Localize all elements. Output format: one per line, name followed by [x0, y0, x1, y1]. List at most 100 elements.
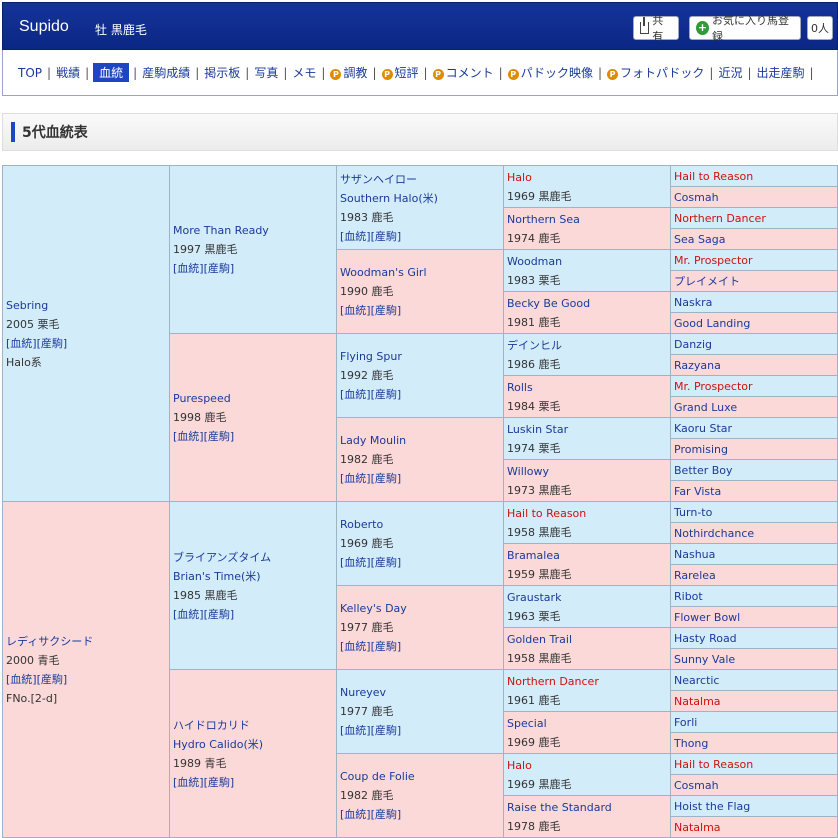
horse-name-link[interactable]: Danzig [674, 337, 712, 351]
horse-name-link[interactable]: Luskin Star [507, 422, 569, 436]
horse-name-link[interactable]: Flying Spur [340, 350, 402, 363]
horse-name-link[interactable]: レディサクシード [6, 634, 94, 648]
horse-name-link[interactable]: Golden Trail [507, 632, 573, 646]
bloodline-link[interactable]: [血統] [340, 229, 371, 243]
horse-name-link[interactable]: Rarelea [674, 568, 716, 582]
nav-item[interactable]: P 短評 [381, 64, 420, 81]
horse-name-link[interactable]: Lady Moulin [340, 434, 407, 447]
horse-name-link[interactable]: Hail to Reason [674, 169, 754, 183]
horse-name-link[interactable]: Coup de Folie [340, 770, 415, 783]
nav-item[interactable]: 血統 [93, 63, 130, 82]
horse-name-link[interactable]: Nureyev [340, 686, 387, 699]
horse-name-link[interactable]: ハイドロカリド [173, 718, 250, 732]
horse-name-link[interactable]: Northern Sea [507, 212, 580, 226]
offspring-link[interactable]: [産駒] [370, 724, 402, 737]
horse-name-link[interactable]: Forli [674, 715, 698, 729]
nav-item[interactable]: P パドック映像 [507, 64, 594, 81]
horse-name-link[interactable]: Cosmah [674, 778, 719, 792]
horse-name-link[interactable]: Razyana [674, 358, 721, 372]
offspring-link[interactable]: [産駒] [370, 640, 402, 653]
horse-name-link[interactable]: Thong [674, 736, 709, 750]
bloodline-link[interactable]: [血統] [340, 556, 371, 569]
offspring-link[interactable]: [産駒] [36, 336, 68, 350]
bloodline-link[interactable]: [血統] [173, 262, 204, 275]
horse-name-link[interactable]: Kelley's Day [340, 602, 407, 615]
offspring-link[interactable]: [産駒] [203, 775, 235, 789]
offspring-link[interactable]: [産駒] [203, 262, 235, 275]
horse-name-link[interactable]: Halo [507, 170, 532, 184]
nav-item[interactable]: P コメント [432, 64, 495, 81]
bloodline-link[interactable]: [血統] [6, 672, 37, 686]
bloodline-link[interactable]: [血統] [173, 775, 204, 789]
nav-item[interactable]: P フォトパドック [606, 64, 705, 81]
nav-item[interactable]: 戦績 [55, 64, 81, 81]
horse-name-link[interactable]: Becky Be Good [507, 296, 591, 310]
horse-name-link[interactable]: Bramalea [507, 548, 560, 562]
horse-name-link[interactable]: Grand Luxe [674, 400, 738, 414]
horse-name-link[interactable]: Woodman [507, 254, 563, 268]
horse-name-link[interactable]: Halo [507, 758, 532, 772]
nav-item[interactable]: メモ [291, 64, 317, 81]
horse-name-link[interactable]: Northern Dancer [507, 674, 599, 688]
horse-name-link[interactable]: Mr. Prospector [674, 379, 753, 393]
horse-name-link[interactable]: Good Landing [674, 316, 751, 330]
bloodline-link[interactable]: [血統] [340, 388, 371, 401]
nav-item[interactable]: 掲示板 [203, 64, 241, 81]
horse-name-link[interactable]: Roberto [340, 518, 384, 531]
bloodline-link[interactable]: [血統] [173, 607, 204, 621]
favorite-register-button[interactable]: + お気に入り馬登録 [689, 14, 801, 43]
bloodline-link[interactable]: [血統] [340, 808, 371, 821]
nav-item[interactable]: 近況 [717, 64, 743, 81]
horse-name-link[interactable]: Nashua [674, 547, 716, 561]
horse-name-link[interactable]: Mr. Prospector [674, 253, 753, 267]
horse-name-link[interactable]: プレイメイト [674, 274, 740, 288]
offspring-link[interactable]: [産駒] [203, 607, 235, 621]
nav-item[interactable]: P 調教 [329, 64, 368, 81]
horse-name-link[interactable]: Cosmah [674, 190, 719, 204]
horse-name-link[interactable]: Graustark [507, 590, 562, 604]
horse-name-link[interactable]: Hasty Road [674, 631, 737, 645]
horse-name-link[interactable]: デインヒル [507, 338, 562, 352]
offspring-link[interactable]: [産駒] [370, 472, 402, 485]
bloodline-link[interactable]: [血統] [340, 304, 371, 317]
horse-alt-name-link[interactable]: Southern Halo(米) [340, 191, 438, 205]
horse-name-link[interactable]: サザンヘイロー [340, 172, 417, 186]
horse-name-link[interactable]: Hail to Reason [674, 757, 754, 771]
horse-name-link[interactable]: Sebring [6, 298, 49, 312]
bloodline-link[interactable]: [血統] [173, 430, 204, 443]
horse-name-link[interactable]: Willowy [507, 464, 550, 478]
horse-name-link[interactable]: Hail to Reason [507, 506, 587, 520]
offspring-link[interactable]: [産駒] [370, 556, 402, 569]
horse-name-link[interactable]: Nothirdchance [674, 526, 755, 540]
horse-name-link[interactable]: ブライアンズタイム [173, 550, 272, 564]
horse-name-link[interactable]: Special [507, 716, 547, 730]
horse-name-link[interactable]: Raise the Standard [507, 800, 612, 814]
horse-name-link[interactable]: Far Vista [674, 484, 722, 498]
horse-name-link[interactable]: Natalma [674, 820, 721, 834]
horse-name-link[interactable]: More Than Ready [173, 224, 269, 237]
offspring-link[interactable]: [産駒] [370, 304, 402, 317]
horse-name-link[interactable]: Hoist the Flag [674, 799, 751, 813]
bloodline-link[interactable]: [血統] [340, 724, 371, 737]
horse-name-link[interactable]: Turn-to [674, 505, 713, 519]
share-button[interactable]: 共有 [633, 14, 679, 43]
offspring-link[interactable]: [産駒] [370, 808, 402, 821]
horse-name-link[interactable]: Better Boy [674, 463, 733, 477]
nav-item[interactable]: 写真 [253, 64, 279, 81]
horse-name-link[interactable]: Woodman's Girl [340, 266, 427, 279]
horse-name-link[interactable]: Natalma [674, 694, 721, 708]
horse-alt-name-link[interactable]: Brian's Time(米) [173, 569, 261, 583]
horse-name-link[interactable]: Ribot [674, 589, 703, 603]
horse-name-link[interactable]: Sea Saga [674, 232, 726, 246]
offspring-link[interactable]: [産駒] [370, 229, 402, 243]
horse-name-link[interactable]: Nearctic [674, 673, 720, 687]
horse-name-link[interactable]: Kaoru Star [674, 421, 733, 435]
horse-name-link[interactable]: Naskra [674, 295, 713, 309]
offspring-link[interactable]: [産駒] [203, 430, 235, 443]
horse-name-link[interactable]: Rolls [507, 380, 533, 394]
bloodline-link[interactable]: [血統] [340, 640, 371, 653]
nav-item[interactable]: 産駒成績 [141, 64, 191, 81]
horse-alt-name-link[interactable]: Hydro Calido(米) [173, 737, 264, 751]
offspring-link[interactable]: [産駒] [370, 388, 402, 401]
bloodline-link[interactable]: [血統] [6, 336, 37, 350]
